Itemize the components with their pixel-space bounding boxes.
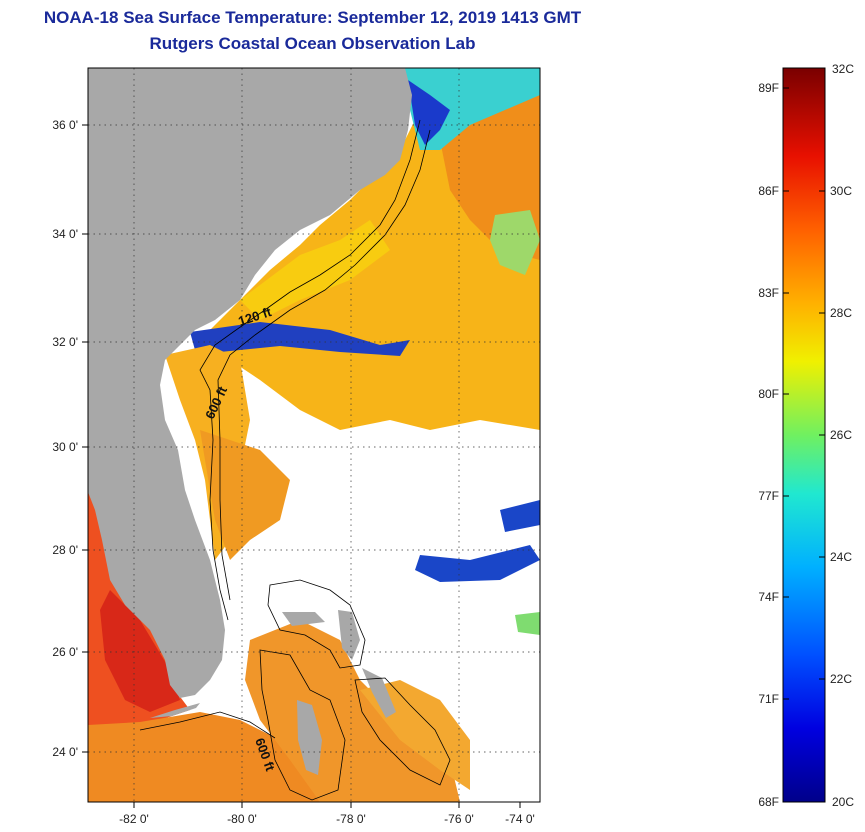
colorbar-f-label: 77F <box>758 489 779 503</box>
land-grand-bahama <box>282 612 325 626</box>
sst-region-south-orange <box>200 430 290 560</box>
lon-tick-label: -78 0' <box>336 812 366 826</box>
sst-region-florida-keys <box>88 712 320 802</box>
bathymetry-contours <box>139 119 451 801</box>
colorbar-gradient <box>782 67 826 803</box>
colorbar-c-label: 28C <box>830 306 852 320</box>
contour-600ft <box>217 129 431 601</box>
graticule <box>88 68 540 802</box>
sst-region-cold-band <box>190 322 410 356</box>
lat-tick-label: 30 0' <box>52 440 78 454</box>
colorbar-c-label: 22C <box>830 672 852 686</box>
land-great-abaco <box>338 610 360 660</box>
colorbar-f-label: 71F <box>758 692 779 706</box>
lon-tick-label: -82 0' <box>119 812 149 826</box>
map-title: NOAA-18 Sea Surface Temperature: Septemb… <box>43 8 582 27</box>
colorbar-f-label: 74F <box>758 590 779 604</box>
sst-region-bahamas <box>245 620 460 802</box>
contour-keys <box>139 711 276 739</box>
contour-120ft <box>199 119 421 621</box>
sst-region-green-eddy <box>490 210 540 275</box>
land-eleuthera <box>362 668 396 718</box>
sst-region-gulf-hot <box>100 590 180 712</box>
colorbar-c-label: 26C <box>830 428 852 442</box>
lat-tick-label: 34 0' <box>52 227 78 241</box>
lat-tick-label: 26 0' <box>52 645 78 659</box>
sst-region-cold-southeast <box>415 545 540 582</box>
contour-bahamas-east <box>354 677 451 786</box>
contour-bahamas-south <box>259 649 346 801</box>
colorbar: 89F 86F 83F 80F 77F 74F 71F 68F 32C 30C … <box>758 62 854 809</box>
colorbar-f-label: 80F <box>758 387 779 401</box>
land-florida-keys <box>150 703 200 718</box>
contour-bahamas <box>267 579 366 669</box>
lon-tick-label: -80 0' <box>227 812 257 826</box>
sst-region-cold-inshore <box>408 80 450 145</box>
lat-tick-label: 36 0' <box>52 118 78 132</box>
colorbar-c-label: 20C <box>832 795 854 809</box>
sst-region-cold-east <box>500 500 540 532</box>
colorbar-c-label: 30C <box>830 184 852 198</box>
colorbar-f-label: 86F <box>758 184 779 198</box>
lat-tick-label: 28 0' <box>52 543 78 557</box>
sst-region-green-east <box>515 612 540 635</box>
colorbar-f-label: 89F <box>758 81 779 95</box>
map-subtitle: Rutgers Coastal Ocean Observation Lab <box>149 34 476 53</box>
map-plot-area <box>88 68 540 802</box>
lon-tick-label: -74 0' <box>505 812 535 826</box>
colorbar-c-label: 24C <box>830 550 852 564</box>
lat-tick-label: 24 0' <box>52 745 78 759</box>
colorbar-f-label: 83F <box>758 286 779 300</box>
lon-tick-label: -76 0' <box>444 812 474 826</box>
colorbar-f-label: 68F <box>758 795 779 809</box>
land-southeast-us <box>88 68 412 698</box>
colorbar-ticks <box>783 87 825 700</box>
colorbar-c-label: 32C <box>832 62 854 76</box>
lat-tick-label: 32 0' <box>52 335 78 349</box>
sst-region-yellow-shelf <box>240 220 390 320</box>
latitude-axis: 36 0' 34 0' 32 0' 30 0' 28 0' 26 0' 24 0… <box>52 118 88 759</box>
longitude-axis: -82 0' -80 0' -78 0' -76 0' -74 0' <box>119 802 535 826</box>
land-andros-island <box>297 700 322 775</box>
map-frame <box>87 67 541 803</box>
